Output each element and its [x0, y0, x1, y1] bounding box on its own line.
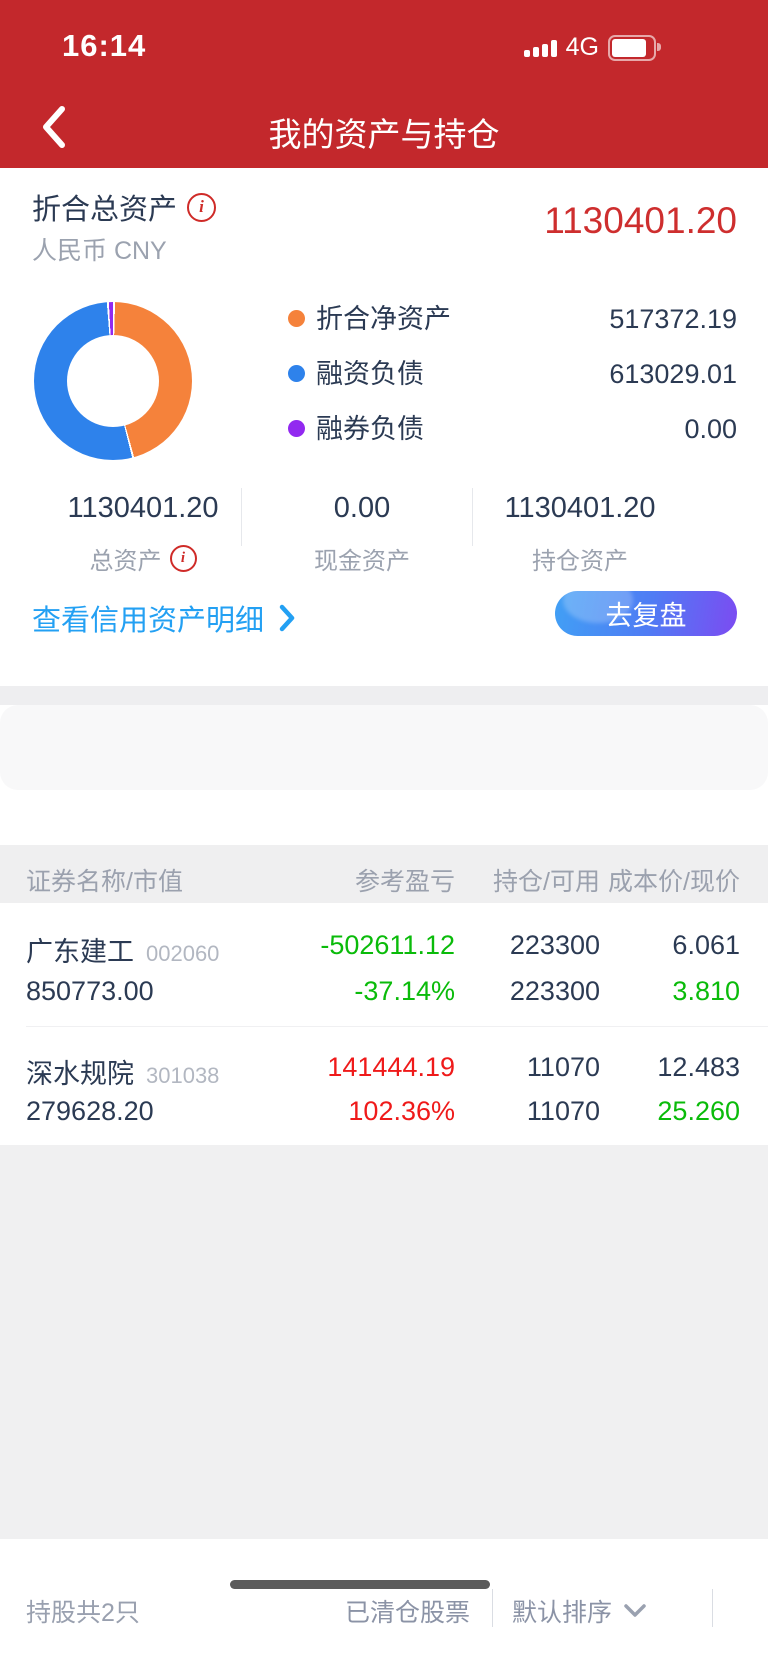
stock-name: 深水规院 — [26, 1059, 134, 1089]
position-tab-bar: 股票持仓 融资负债 融券负债 — [0, 705, 768, 1485]
legend-label: 融券负债 — [316, 414, 424, 444]
cost-price: 12.483 — [657, 1052, 740, 1082]
chevron-left-icon — [43, 106, 65, 148]
stat-cash-asset: 0.00 现金资产 — [246, 492, 478, 576]
info-icon[interactable]: i — [169, 545, 197, 572]
cellular-signal-icon — [523, 39, 557, 57]
asset-donut-chart — [34, 302, 192, 460]
info-icon[interactable]: i — [187, 192, 217, 222]
page-title: 我的资产与持仓 — [268, 116, 500, 153]
table-header: 证券名称/市值 参考盈亏 持仓/可用 成本价/现价 — [0, 845, 768, 903]
position-qty: 11070 — [526, 1052, 600, 1082]
chevron-down-icon — [624, 1604, 646, 1617]
legend-label: 融资负债 — [316, 359, 424, 389]
back-button[interactable] — [36, 102, 76, 152]
pnl-percent: -37.14% — [354, 976, 455, 1006]
credit-asset-detail-label: 查看信用资产明细 — [32, 605, 265, 637]
filter-row: 持股共2只 已清仓股票 默认排序 — [0, 790, 768, 1627]
filter-divider — [712, 1589, 713, 1627]
holding-count-label: 持股共2只 — [26, 1599, 140, 1627]
position-qty: 223300 — [509, 930, 600, 960]
stat-label: 现金资产 — [314, 548, 410, 575]
stat-divider — [241, 488, 242, 546]
replay-button[interactable]: 去复盘 — [555, 591, 737, 636]
current-price: 25.260 — [657, 1096, 740, 1126]
stat-divider — [472, 488, 473, 546]
legend-dot-margin-debt — [288, 365, 305, 382]
stat-value: 1130401.20 — [67, 492, 219, 524]
battery-icon — [608, 34, 661, 61]
stock-code: 301038 — [146, 1063, 220, 1088]
total-asset-label: 折合总资产 — [32, 194, 178, 226]
stock-code: 002060 — [146, 941, 220, 966]
legend-label: 折合净资产 — [316, 304, 451, 334]
stat-value: 0.00 — [333, 492, 391, 524]
pnl-value: -502611.12 — [320, 930, 455, 960]
stat-position-asset: 1130401.20 持仓资产 — [464, 492, 696, 576]
legend-item: 折合净资产 517372.19 — [0, 303, 768, 335]
legend-item: 融资负债 613029.01 — [0, 358, 768, 390]
current-price: 3.810 — [672, 976, 740, 1006]
total-asset-label-row: 折合总资产 i — [32, 186, 217, 228]
legend-value: 613029.01 — [609, 359, 737, 389]
available-qty: 223300 — [509, 976, 600, 1006]
total-asset-value: 1130401.20 — [544, 200, 737, 241]
legend-dot-short-debt — [288, 420, 305, 437]
app-header: 16:14 4G 我的资产与持仓 — [0, 0, 768, 168]
stock-name: 广东建工 — [26, 937, 134, 967]
home-indicator[interactable] — [230, 1580, 490, 1589]
stat-value: 1130401.20 — [504, 492, 656, 524]
legend-item: 融券负债 0.00 — [0, 413, 768, 445]
cost-price: 6.061 — [672, 930, 740, 960]
stat-label: 总资产 — [89, 548, 162, 575]
chevron-right-icon — [279, 604, 295, 632]
credit-asset-detail-link[interactable]: 查看信用资产明细 — [32, 597, 296, 639]
stat-label: 持仓资产 — [532, 548, 628, 575]
col-header-position: 持仓/可用 — [493, 868, 600, 896]
sort-dropdown[interactable]: 默认排序 — [512, 1593, 646, 1629]
section-divider — [0, 686, 768, 705]
col-header-name: 证券名称/市值 — [26, 868, 183, 896]
status-time: 16:14 — [62, 28, 147, 63]
sort-label: 默认排序 — [512, 1599, 613, 1627]
stat-total-asset: 1130401.20 总资产 i — [27, 492, 259, 576]
empty-area — [0, 1145, 768, 1539]
row-divider — [26, 1026, 768, 1027]
legend-value: 517372.19 — [609, 304, 737, 334]
market-value: 279628.20 — [26, 1096, 154, 1126]
col-header-pnl: 参考盈亏 — [354, 868, 455, 896]
network-type-label: 4G — [565, 33, 599, 61]
available-qty: 11070 — [526, 1096, 600, 1126]
legend-value: 0.00 — [684, 414, 737, 444]
market-value: 850773.00 — [26, 976, 154, 1006]
currency-label: 人民币 CNY — [32, 237, 167, 265]
pnl-value: 141444.19 — [327, 1052, 455, 1082]
pnl-percent: 102.36% — [348, 1096, 455, 1126]
cleared-stocks-button[interactable]: 已清仓股票 — [344, 1599, 470, 1627]
status-right-cluster: 4G — [523, 33, 661, 62]
replay-button-label: 去复盘 — [605, 601, 687, 631]
legend-dot-net-asset — [288, 310, 305, 327]
col-header-cost-price: 成本价/现价 — [608, 868, 740, 896]
filter-divider — [492, 1589, 493, 1627]
